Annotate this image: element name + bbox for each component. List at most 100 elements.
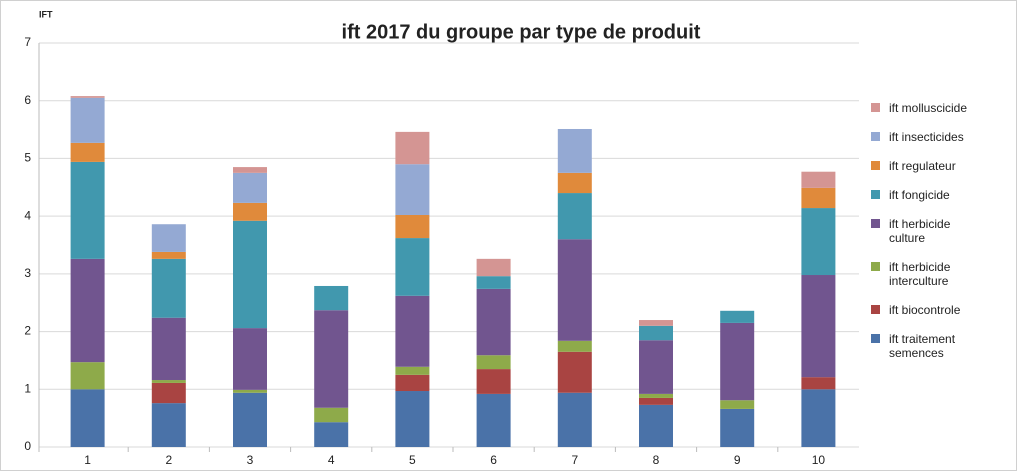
bar-segment [70, 142, 105, 162]
bar-segment [314, 310, 349, 408]
bar-segment [395, 295, 430, 367]
bar-segment [151, 258, 186, 318]
bar-segment [801, 187, 836, 209]
legend-swatch [871, 219, 880, 228]
x-tick-label: 3 [247, 453, 254, 467]
legend-swatch [871, 132, 880, 141]
legend-swatch [871, 190, 880, 199]
bar-segment [70, 258, 105, 363]
bar-segment [476, 369, 511, 394]
bar-segment [70, 96, 105, 98]
legend-label: ift biocontrole [889, 303, 961, 317]
bar-segment [639, 397, 673, 405]
bar-segment [233, 202, 267, 221]
legend-label: ift insecticides [889, 130, 964, 144]
legend-label: ift molluscicide [889, 101, 968, 115]
x-tick-label: 1 [84, 453, 91, 467]
bar-segment [639, 325, 673, 341]
bar-segment [70, 389, 105, 447]
bar-segment [395, 391, 430, 447]
legend-item: ift fongicide [871, 188, 989, 202]
bar-segment [233, 389, 267, 393]
legend-label: ift traitement semences [889, 332, 956, 360]
bar-segment [395, 366, 430, 375]
y-tick-label: 2 [24, 324, 31, 338]
bar-segment [639, 404, 673, 447]
y-axis-label: IFT [39, 9, 53, 19]
legend-item: ift traitement semences [871, 332, 989, 360]
bar-segment [151, 380, 186, 383]
legend-item: ift herbicide culture [871, 217, 989, 245]
bar-segment [801, 389, 836, 447]
x-tick-label: 2 [165, 453, 172, 467]
bar-segment [639, 393, 673, 398]
bar-segment [314, 285, 349, 311]
bar-segment [720, 408, 755, 447]
legend-item: ift regulateur [871, 159, 989, 173]
chart-title: ift 2017 du groupe par type de produit [342, 21, 701, 43]
bar-segment [233, 328, 267, 390]
x-tick-label: 4 [328, 453, 335, 467]
bar-segment [557, 351, 592, 393]
bar-segment [233, 167, 267, 173]
bar-segment [70, 161, 105, 259]
bar-segment [720, 400, 755, 409]
y-tick-label: 6 [24, 93, 31, 107]
legend: ift molluscicide ift insecticides ift regu… [871, 101, 1011, 375]
y-tick-label: 7 [24, 35, 31, 49]
bar-segment [801, 377, 836, 390]
bar-segment [557, 340, 592, 352]
x-tick-label: 10 [812, 453, 826, 467]
bar-segment [476, 355, 511, 370]
legend-swatch [871, 262, 880, 271]
y-tick-label: 4 [24, 208, 31, 222]
bar-segment [557, 239, 592, 341]
bar-segment [395, 131, 430, 165]
y-tick-label: 0 [24, 439, 31, 453]
x-tick-label: 7 [571, 453, 578, 467]
bar-segment [395, 374, 430, 392]
y-tick-label: 3 [24, 266, 31, 280]
legend-swatch [871, 103, 880, 112]
bar-segment [639, 320, 673, 326]
bar-segment [557, 392, 592, 447]
x-tick-label: 6 [490, 453, 497, 467]
legend-label: ift regulateur [889, 159, 956, 173]
bar-segment [476, 393, 511, 447]
legend-item: ift biocontrole [871, 303, 989, 317]
bar-segment [151, 224, 186, 252]
bar-segment [395, 238, 430, 296]
legend-label: ift herbicide culture [889, 217, 951, 245]
bar-segment [233, 220, 267, 329]
legend-label: ift fongicide [889, 188, 950, 202]
x-tick-label: 8 [653, 453, 660, 467]
bar-segment [639, 340, 673, 394]
bar-segment [801, 208, 836, 276]
bar-segment [151, 403, 186, 447]
bar-segment [70, 362, 105, 390]
bar-segment [314, 407, 349, 423]
bar-segment [476, 258, 511, 277]
bar-segment [801, 275, 836, 378]
legend-label: ift herbicide interculture [889, 260, 951, 288]
bar-segment [151, 382, 186, 404]
bar-segment [233, 392, 267, 447]
legend-swatch [871, 305, 880, 314]
bar-segment [233, 172, 267, 203]
x-tick-label: 9 [734, 453, 741, 467]
bar-segment [395, 164, 430, 215]
legend-swatch [871, 161, 880, 170]
y-tick-label: 1 [24, 381, 31, 395]
y-tick-label: 5 [24, 151, 31, 165]
bar-segment [557, 172, 592, 194]
bar-segment [476, 276, 511, 289]
bar-segment [314, 422, 349, 447]
bar-segment [476, 288, 511, 356]
legend-item: ift molluscicide [871, 101, 989, 115]
bar-segment [395, 214, 430, 239]
bar-segment [70, 97, 105, 143]
x-tick-label: 5 [409, 453, 416, 467]
bar-segment [151, 251, 186, 259]
